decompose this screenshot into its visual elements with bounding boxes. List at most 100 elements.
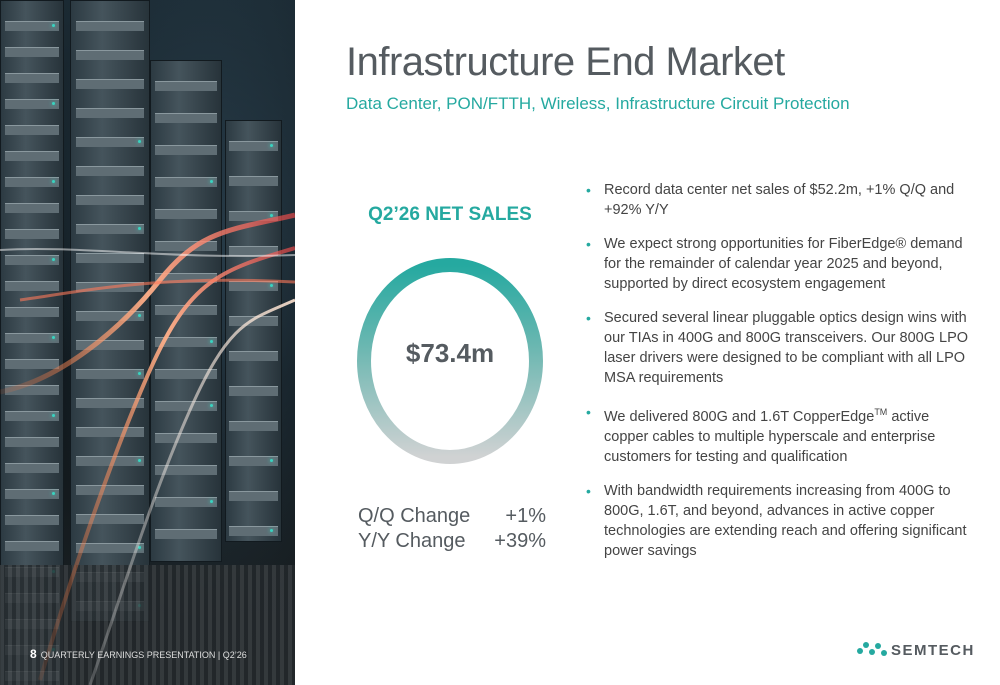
- status-led: [270, 214, 273, 217]
- status-led: [210, 404, 213, 407]
- rack-slot: [75, 224, 145, 234]
- rack-slot: [75, 311, 145, 321]
- rack-slot: [155, 465, 217, 475]
- list-item: With bandwidth requirements increasing f…: [586, 481, 970, 561]
- rack-slot: [4, 541, 60, 551]
- rack-slot: [75, 21, 145, 31]
- rack-slot: [75, 340, 145, 350]
- light-streaks: [0, 212, 295, 685]
- semtech-wave-icon: [857, 642, 887, 656]
- rack-slot: [75, 398, 145, 408]
- status-led: [270, 284, 273, 287]
- status-led: [138, 140, 141, 143]
- rack-slot: [4, 47, 60, 57]
- rack-slot: [229, 176, 278, 186]
- rack-slot: [229, 211, 278, 221]
- net-sales-label: Q2’26 NET SALES: [368, 204, 532, 225]
- status-led: [52, 414, 55, 417]
- status-led: [210, 180, 213, 183]
- status-led: [270, 459, 273, 462]
- status-led: [138, 314, 141, 317]
- rack-slot: [4, 255, 60, 265]
- semtech-logo: SEMTECH: [857, 640, 975, 660]
- status-led: [138, 372, 141, 375]
- rack-slot: [229, 141, 278, 151]
- rack-slot: [75, 79, 145, 89]
- yy-change-row: Y/Y Change +39%: [358, 529, 546, 554]
- rack-slot: [229, 526, 278, 536]
- rack-slot: [4, 463, 60, 473]
- rack-slot: [75, 50, 145, 60]
- rack-slot: [229, 456, 278, 466]
- rack-slot: [155, 337, 217, 347]
- status-led: [52, 336, 55, 339]
- rack-slot: [75, 369, 145, 379]
- qq-change-row: Q/Q Change +1%: [358, 504, 546, 529]
- status-led: [270, 144, 273, 147]
- status-led: [270, 529, 273, 532]
- rack-slot: [75, 253, 145, 263]
- rack-slot: [155, 369, 217, 379]
- rack-slot: [229, 386, 278, 396]
- slide-subtitle: Data Center, PON/FTTH, Wireless, Infrast…: [346, 94, 850, 113]
- qq-change-value: +1%: [505, 505, 546, 527]
- status-led: [138, 227, 141, 230]
- footer-text: QUARTERLY EARNINGS PRESENTATION | Q2’26: [40, 650, 247, 660]
- rack-slot: [4, 333, 60, 343]
- rack-slot: [155, 433, 217, 443]
- rack-slot: [155, 81, 217, 91]
- status-led: [52, 258, 55, 261]
- bullet-text: active copper cables to multiple hypersc…: [604, 408, 936, 465]
- rack-slot: [75, 137, 145, 147]
- rack-slot: [75, 195, 145, 205]
- status-led: [52, 492, 55, 495]
- rack-slot: [4, 515, 60, 525]
- rack-slot: [4, 21, 60, 31]
- rack-slot: [4, 437, 60, 447]
- list-item: We expect strong opportunities for Fiber…: [586, 234, 970, 294]
- trademark-sup: TM: [874, 407, 888, 417]
- rack-slot: [4, 359, 60, 369]
- rack-slot: [4, 151, 60, 161]
- rack-slot: [4, 177, 60, 187]
- list-item: We delivered 800G and 1.6T CopperEdgeTM …: [586, 402, 970, 467]
- rack-slot: [4, 307, 60, 317]
- status-led: [138, 546, 141, 549]
- rack-slot: [229, 491, 278, 501]
- rack-slot: [4, 385, 60, 395]
- rack-slot: [155, 145, 217, 155]
- page-number: 8: [30, 647, 37, 661]
- rack-slot: [155, 113, 217, 123]
- list-item: Secured several linear pluggable optics …: [586, 308, 970, 388]
- rack-slot: [75, 543, 145, 553]
- rack-slot: [75, 485, 145, 495]
- floor-grate: [0, 565, 295, 685]
- footer: 8 QUARTERLY EARNINGS PRESENTATION | Q2’26: [30, 647, 247, 661]
- status-led: [52, 24, 55, 27]
- rack-slot: [155, 401, 217, 411]
- yy-change-label: Y/Y Change: [358, 530, 466, 552]
- status-led: [52, 180, 55, 183]
- bullet-text: We delivered 800G and 1.6T CopperEdge: [604, 408, 875, 425]
- server-rack: [225, 120, 282, 542]
- rack-slot: [229, 246, 278, 256]
- rack-slot: [229, 421, 278, 431]
- highlights-list: Record data center net sales of $52.2m, …: [586, 180, 970, 575]
- qq-change-label: Q/Q Change: [358, 505, 471, 527]
- rack-slot: [75, 456, 145, 466]
- list-item: Record data center net sales of $52.2m, …: [586, 180, 970, 220]
- status-led: [138, 459, 141, 462]
- rack-slot: [4, 411, 60, 421]
- rack-slot: [4, 99, 60, 109]
- rack-slot: [4, 203, 60, 213]
- rack-slot: [229, 351, 278, 361]
- server-rack: [70, 0, 150, 622]
- net-sales-value: $73.4m: [405, 338, 495, 368]
- rack-slot: [155, 209, 217, 219]
- status-led: [52, 102, 55, 105]
- rack-slot: [4, 489, 60, 499]
- rack-slot: [4, 73, 60, 83]
- rack-slot: [155, 241, 217, 251]
- sales-changes: Q/Q Change +1% Y/Y Change +39%: [358, 504, 546, 554]
- rack-slot: [155, 529, 217, 539]
